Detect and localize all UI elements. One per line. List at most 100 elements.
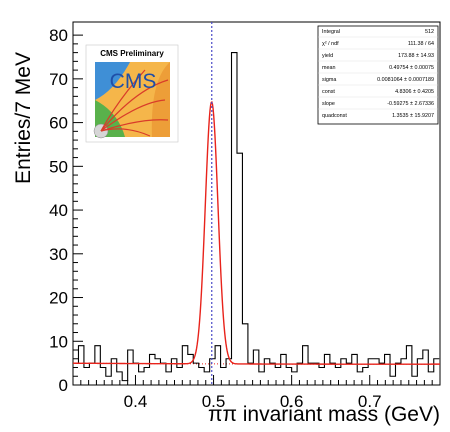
y-tick-label: 40 xyxy=(49,201,68,220)
histogram-bin xyxy=(434,359,439,385)
fit-curve xyxy=(73,100,440,365)
y-tick-label: 10 xyxy=(49,332,68,351)
histogram xyxy=(73,52,440,385)
histogram-bin xyxy=(319,368,324,385)
histogram-bin xyxy=(237,153,242,385)
histogram-bin xyxy=(84,368,89,385)
histogram-bin xyxy=(314,363,319,385)
histogram-bin xyxy=(122,381,127,385)
histogram-bin xyxy=(171,359,176,385)
stats-label: mean xyxy=(322,65,336,71)
histogram-bin xyxy=(160,363,165,385)
histogram-bin xyxy=(401,359,406,385)
histogram-bin xyxy=(368,359,373,385)
histogram-bin xyxy=(270,363,275,385)
histogram-bin xyxy=(330,363,335,385)
histogram-bin xyxy=(286,368,291,385)
histogram-bin xyxy=(210,359,215,385)
histogram-bin xyxy=(95,346,100,385)
histogram-bin xyxy=(128,350,133,385)
stats-value: 173.88 ± 14.93 xyxy=(398,53,434,59)
histogram-bin xyxy=(150,354,155,385)
y-tick-label: 20 xyxy=(49,289,68,308)
histogram-bin xyxy=(155,359,160,385)
histogram-bin xyxy=(423,350,428,385)
histogram-bin xyxy=(292,372,297,385)
histogram-bin xyxy=(379,363,384,385)
y-tick-label: 50 xyxy=(49,157,68,176)
histogram-bin xyxy=(395,363,400,385)
histogram-bin xyxy=(248,363,253,385)
stats-label: const xyxy=(322,89,335,95)
stats-label: Integral xyxy=(322,29,340,35)
stats-label: χ² / ndf xyxy=(322,41,339,47)
stats-box: Integral 512 χ² / ndf 111.38 / 64 yield 173.8… xyxy=(317,25,439,125)
x-tick-label: 0.7 xyxy=(358,392,382,411)
histogram-bin xyxy=(139,372,144,385)
histogram-bin xyxy=(221,368,226,385)
x-axis: 0.4 0.5 0.6 0.7 xyxy=(72,375,441,411)
histogram-bin xyxy=(253,350,258,385)
stats-frame xyxy=(317,25,439,125)
y-tick-label: 30 xyxy=(49,245,68,264)
stats-label: sigma xyxy=(322,77,336,83)
histogram-bin xyxy=(89,363,94,385)
logo-track xyxy=(100,99,166,132)
histogram-bin xyxy=(428,372,433,385)
histogram-bin xyxy=(73,363,78,385)
logo-wedge-blue xyxy=(95,62,130,100)
histogram-bin xyxy=(259,372,264,385)
y-axis-title: Entries/7 MeV xyxy=(12,52,35,184)
cms-logo: CMS Preliminary CMS xyxy=(85,44,179,143)
stats-value: -0.59275 ± 2.67336 xyxy=(387,101,434,107)
histogram-bin xyxy=(417,359,422,385)
histogram-bin xyxy=(264,359,269,385)
logo-track xyxy=(100,128,151,137)
histogram-bin xyxy=(199,368,204,385)
y-tick-label: 70 xyxy=(49,70,68,89)
stats-label: slope xyxy=(322,101,335,107)
stats-value: 111.38 / 64 xyxy=(408,41,434,47)
stats-value: 512 xyxy=(425,29,434,35)
histogram-bin xyxy=(374,359,379,385)
logo-caption: CMS Preliminary xyxy=(100,49,164,58)
x-tick-label: 0.4 xyxy=(124,392,148,411)
stats-value: 0.49754 ± 0.00075 xyxy=(389,65,434,71)
histogram-bin xyxy=(242,324,247,385)
histogram-bin xyxy=(406,346,411,385)
histogram-bin xyxy=(390,376,395,385)
x-axis-title: ππ invariant mass (GeV) xyxy=(208,403,440,426)
histogram-bin xyxy=(188,354,193,385)
fit-line xyxy=(73,100,440,365)
histogram-bin xyxy=(281,354,286,385)
histogram-bin xyxy=(144,368,149,385)
y-tick-label: 80 xyxy=(49,26,68,45)
y-axis: 0 10 20 30 40 50 60 70 80 xyxy=(49,26,83,395)
plot-frame xyxy=(72,21,441,386)
logo-track xyxy=(100,79,169,132)
histogram-bin xyxy=(341,359,346,385)
histogram-bin xyxy=(275,368,280,385)
histogram-bin xyxy=(182,346,187,385)
histogram-bin xyxy=(193,363,198,385)
histogram-bin xyxy=(385,354,390,385)
x-tick-label: 0.6 xyxy=(280,392,304,411)
stats-label: yield xyxy=(322,53,333,59)
y-tick-label: 60 xyxy=(49,114,68,133)
histogram-bin xyxy=(363,368,368,385)
histogram-bin xyxy=(324,354,329,385)
x-tick-label: 0.5 xyxy=(202,392,226,411)
logo-text: CMS xyxy=(110,70,157,93)
histogram-bin xyxy=(111,359,116,385)
histogram-bin xyxy=(232,53,237,385)
histogram-bin xyxy=(412,376,417,385)
stats-label: quadconst xyxy=(322,113,347,119)
histogram-bin xyxy=(100,368,105,385)
logo-track xyxy=(100,69,146,132)
histogram-bin xyxy=(78,346,83,385)
stats-value: 0.0081064 ± 0.0007189 xyxy=(377,77,434,83)
histogram-bin xyxy=(335,368,340,385)
histogram-bin xyxy=(308,363,313,385)
histogram-bin xyxy=(166,372,171,385)
